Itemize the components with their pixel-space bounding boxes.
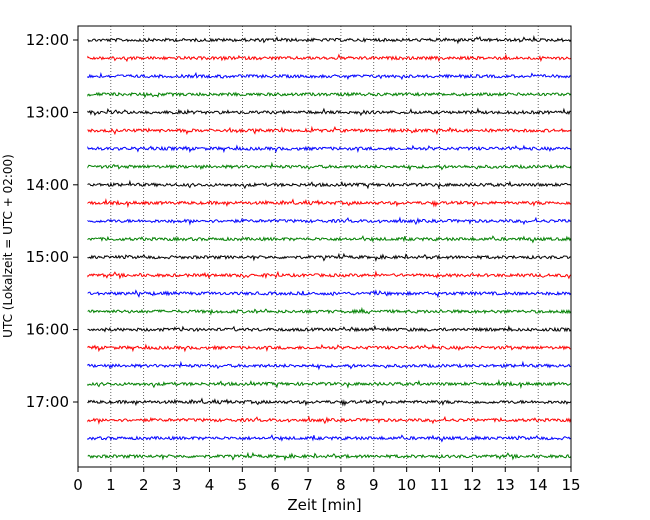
- y-tick-label: 17:00: [26, 393, 69, 411]
- x-tick-label: 10: [397, 476, 416, 494]
- trace-1530: [87, 289, 572, 299]
- x-tick-label: 8: [336, 476, 346, 494]
- trace-1500: [87, 252, 571, 262]
- x-axis: 0 1 2 3 4 5 6 7 8 9 10 11 12 13 14 15: [73, 467, 581, 494]
- x-tick-label: 3: [172, 476, 182, 494]
- x-tick-label: 13: [496, 476, 515, 494]
- x-tick-label: 12: [463, 476, 482, 494]
- x-tick-label: 2: [139, 476, 149, 494]
- x-tick-label: 1: [106, 476, 116, 494]
- trace-1245: [87, 91, 572, 99]
- x-tick-label: 15: [561, 476, 580, 494]
- y-tick-label: 14:00: [26, 176, 69, 194]
- traces: [87, 35, 572, 462]
- trace-1545: [87, 306, 572, 316]
- x-tick-label: 6: [270, 476, 280, 494]
- x-tick-label: 14: [529, 476, 548, 494]
- x-tick-label: 0: [73, 476, 83, 494]
- x-tick-label: 5: [238, 476, 248, 494]
- y-axis-label: UTC (Lokalzeit = UTC + 02:00): [1, 154, 15, 338]
- trace-1330: [87, 144, 572, 154]
- trace-1215: [87, 53, 572, 63]
- plot-frame: [77, 25, 572, 468]
- trace-1745: [87, 451, 572, 462]
- trace-1615: [87, 343, 571, 353]
- trace-1600: [87, 324, 572, 333]
- x-tick-label: 11: [430, 476, 449, 494]
- y-axis: 12:00 13:00 14:00 15:00 16:00 17:00: [26, 31, 78, 411]
- y-tick-label: 12:00: [26, 31, 69, 49]
- trace-1345: [87, 161, 572, 172]
- trace-1200: [87, 35, 572, 45]
- trace-1515: [87, 270, 572, 280]
- trace-1445: [87, 235, 572, 244]
- trace-1645: [87, 379, 572, 390]
- y-tick-label: 15:00: [26, 248, 69, 266]
- trace-1300: [87, 107, 572, 117]
- trace-1230: [87, 71, 572, 81]
- trace-1315: [87, 125, 572, 136]
- trace-1730: [87, 434, 572, 443]
- trace-1400: [87, 179, 572, 190]
- trace-1430: [87, 216, 572, 226]
- trace-1415: [87, 198, 571, 209]
- x-axis-label: Zeit [min]: [287, 496, 361, 514]
- x-tick-label: 7: [303, 476, 313, 494]
- trace-1700: [87, 397, 572, 407]
- trace-1715: [87, 415, 572, 425]
- x-tick-label: 4: [205, 476, 215, 494]
- y-tick-label: 16:00: [26, 321, 69, 339]
- x-tick-label: 9: [369, 476, 379, 494]
- y-tick-label: 13:00: [26, 103, 69, 121]
- trace-1630: [87, 360, 571, 371]
